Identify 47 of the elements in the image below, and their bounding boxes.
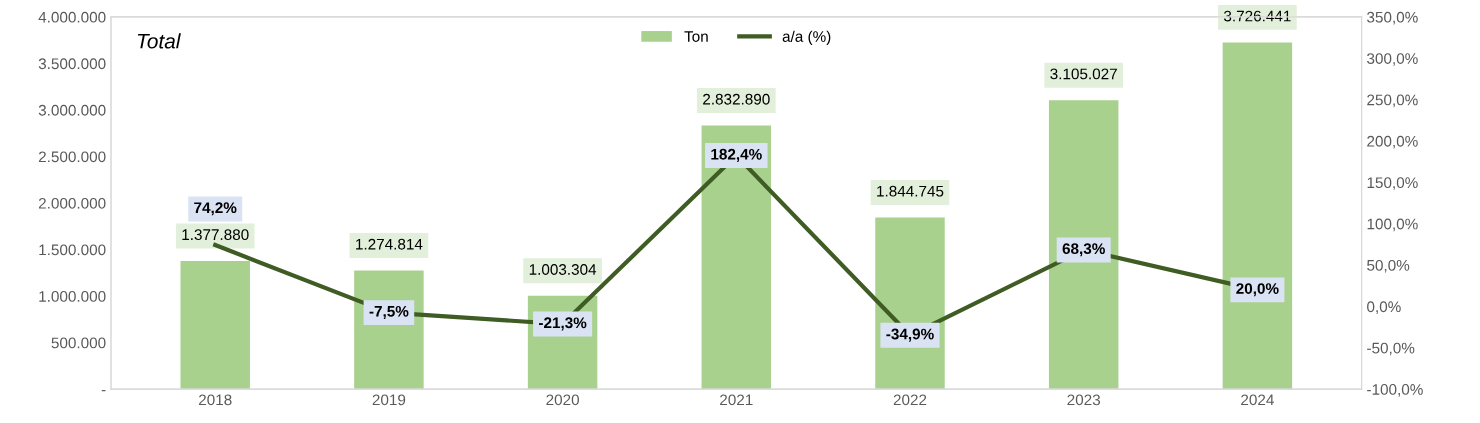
- data-label: 68,3%: [1062, 243, 1105, 257]
- bar: [1222, 42, 1293, 390]
- y-tick-label: 1.000.000: [39, 290, 106, 302]
- y2-tick-label: 300,0%: [1367, 53, 1418, 66]
- x-tick-label: 2023: [1067, 394, 1101, 406]
- y2-tick-label: -50,0%: [1367, 342, 1415, 356]
- data-label: 74,2%: [194, 202, 237, 216]
- y2-tick-label: 200,0%: [1367, 135, 1418, 149]
- y-tick-label: 2.000.000: [38, 197, 106, 209]
- x-tick-label: 2024: [1241, 394, 1274, 406]
- y2-tick-label: 250,0%: [1367, 94, 1418, 108]
- y2-tick-label: 0,0%: [1367, 301, 1401, 314]
- y2-tick-label: 350,0%: [1367, 11, 1418, 25]
- data-label: 2.832.890: [703, 93, 770, 105]
- y-tick-label: -: [101, 390, 106, 392]
- x-tick-label: 2020: [546, 394, 579, 406]
- data-label: 182,4%: [711, 148, 762, 162]
- y2-tick-label: 50,0%: [1367, 259, 1410, 273]
- data-label: 1.844.745: [877, 185, 944, 197]
- data-label: 20,0%: [1236, 283, 1279, 297]
- data-label: 3.105.027: [1050, 68, 1117, 80]
- y-tick-label: 3.000.000: [38, 104, 106, 116]
- data-label: 1.003.304: [529, 264, 597, 275]
- x-tick-label: 2022: [893, 394, 927, 406]
- y2-tick-label: 150,0%: [1367, 177, 1418, 190]
- data-label: -21,3%: [539, 317, 587, 331]
- y-tick-label: 1.500.000: [39, 244, 106, 256]
- y2-tick-label: 100,0%: [1367, 218, 1418, 232]
- data-label: -7,5%: [369, 305, 409, 319]
- bar: [701, 125, 772, 390]
- bar: [1048, 100, 1119, 390]
- legend-label: Ton: [684, 31, 708, 42]
- data-label: -34,9%: [886, 328, 934, 342]
- data-label: 3.726.441: [1223, 10, 1291, 22]
- x-tick-label: 2019: [372, 394, 406, 406]
- y-tick-label: 4.000.000: [38, 11, 106, 23]
- y-tick-label: 500.000: [51, 337, 106, 349]
- legend-label: a/a (%): [782, 30, 831, 45]
- y-tick-label: 2.500.000: [38, 151, 106, 163]
- x-tick-label: 2018: [198, 394, 232, 406]
- text: Total: [137, 33, 181, 49]
- data-label: 1.377.880: [182, 229, 249, 241]
- bar: [180, 260, 250, 390]
- y-tick-label: 3.500.000: [38, 58, 106, 70]
- y2-tick-label: -100,0%: [1367, 384, 1423, 397]
- data-label: 1.274.814: [356, 238, 423, 250]
- x-tick-label: 2021: [720, 394, 753, 406]
